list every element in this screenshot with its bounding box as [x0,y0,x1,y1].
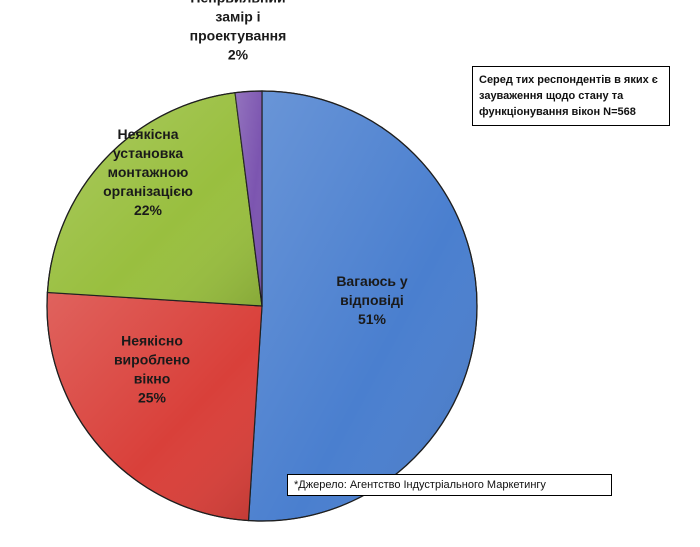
slice-label-line: замір і [215,9,260,25]
pie-slice-shade-1 [248,91,478,521]
pie-slice-shade-4 [235,91,262,306]
slice-label-line: 51% [358,311,387,327]
slice-label-line: проектування [190,28,287,44]
slice-label-line: Неякісна [118,126,179,142]
slice-label-line: вироблено [114,352,190,368]
slice-label-line: Непрвильний [190,0,285,6]
slice-label-line: Вагаюсь у [336,273,408,289]
source-note-text: *Джерело: Агентство Індустріального Марк… [294,479,546,491]
slice-label-line: 25% [138,390,167,406]
slice-label-line: 2% [228,47,249,63]
slice-label-2: Неякісно вироблено вікно 25% [114,333,190,406]
pie-outline [46,90,478,522]
slice-label-line: монтажною [108,164,189,180]
source-note: *Джерело: Агентство Індустріального Марк… [287,474,612,496]
slice-label-line: відповіді [340,292,404,308]
slice-label-4: Непрвильний замір і проектування 2% [190,0,287,63]
pie-slice-shade-2 [46,292,262,521]
slice-label-3: Неякісна установка монтажною організацією 22… [103,126,193,218]
sample-note: Серед тих респондентів в яких є зауважен… [472,66,670,126]
slice-label-line: вікно [134,371,171,387]
slice-label-line: Неякісно [121,333,183,349]
slice-label-line: установка [113,145,183,161]
sample-note-text: Серед тих респондентів в яких є зауважен… [479,74,658,118]
slice-label-line: організацією [103,183,193,199]
slice-label-line: 22% [134,202,163,218]
pie-slice-shade-3 [47,92,262,306]
slice-label-1: Вагаюсь у відповіді 51% [336,273,408,327]
